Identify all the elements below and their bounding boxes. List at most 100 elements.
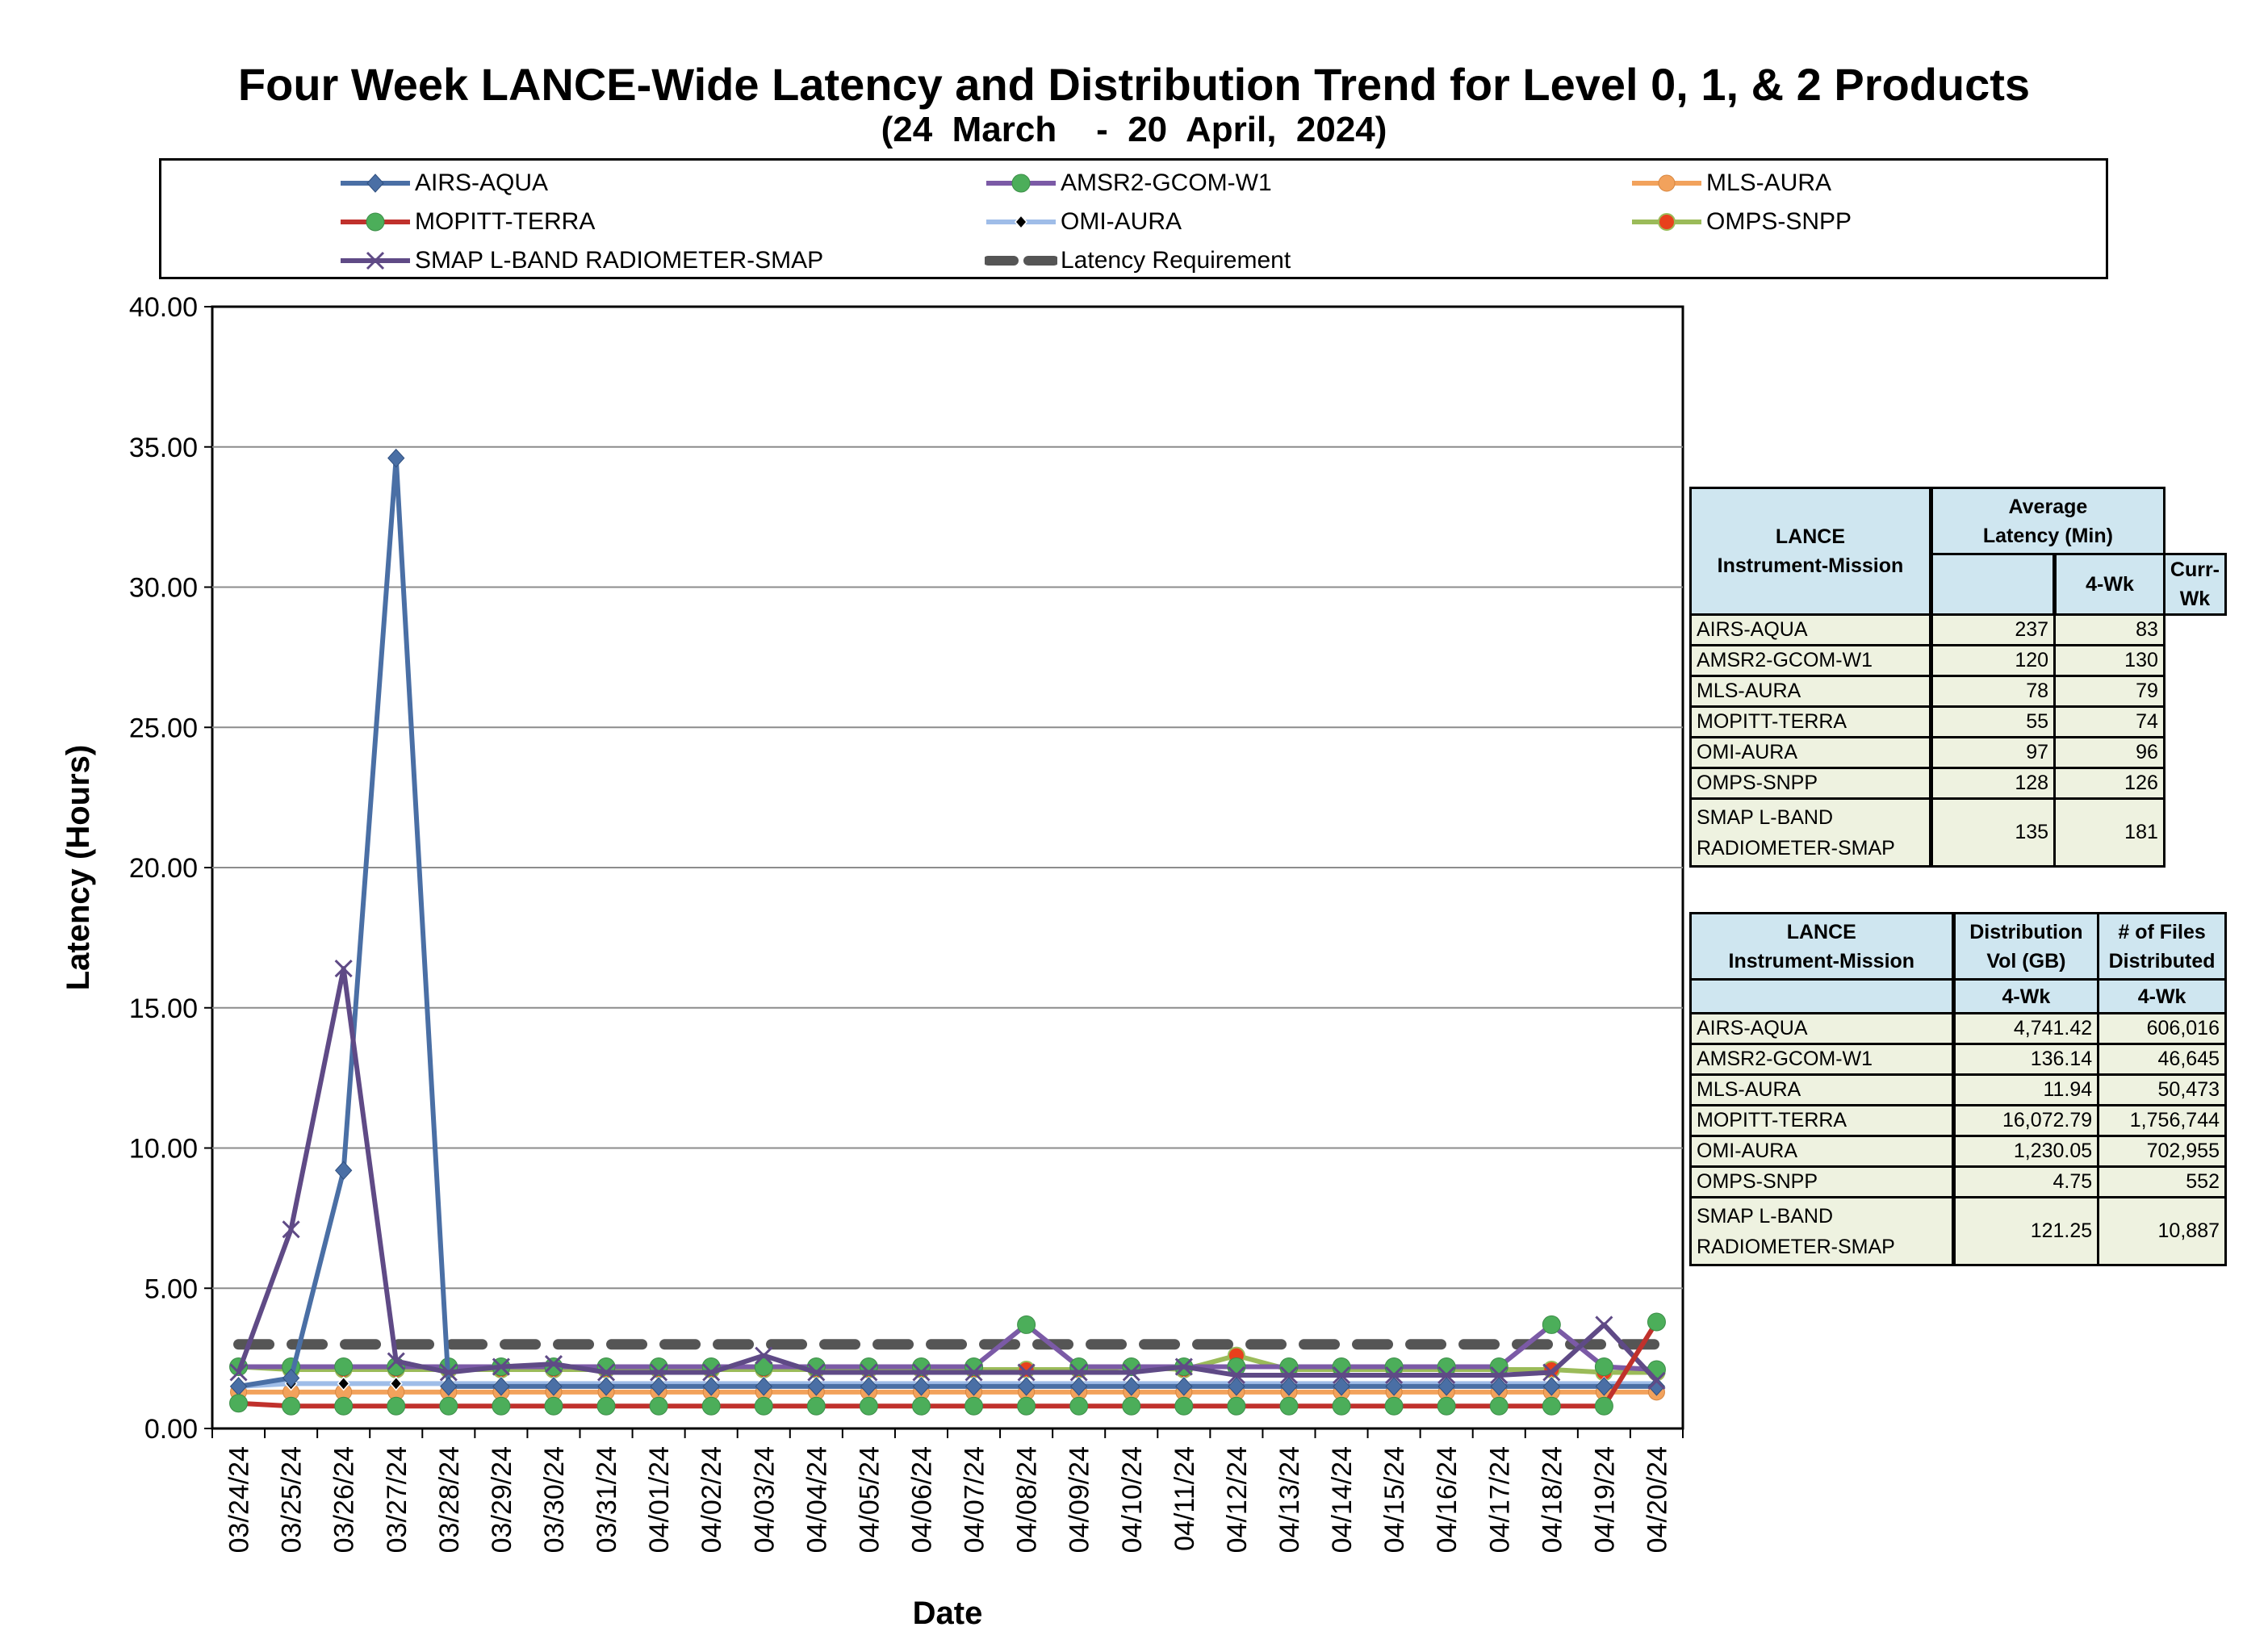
x-tick-label: 03/26/24 — [329, 1446, 360, 1553]
point-smap-l-band-radiometer-smap — [596, 1363, 616, 1382]
x-tick-label: 04/08/24 — [1012, 1446, 1043, 1553]
dist-row-files: 1,756,744 — [2097, 1104, 2227, 1137]
point-smap-l-band-radiometer-smap — [1385, 1366, 1404, 1385]
y-tick-label: 35.00 — [129, 433, 198, 463]
legend-marker-smap-l-band-radiometer-smap — [366, 251, 385, 270]
x-tick-label: 04/07/24 — [960, 1446, 990, 1553]
lat-row-name: MLS-AURA — [1689, 675, 1933, 708]
legend-swatch-omps-snpp — [1632, 213, 1701, 231]
point-airs-aqua — [1595, 1377, 1613, 1396]
table-row: MLS-AURA 11.94 50,473 — [1689, 1073, 2227, 1106]
point-mopitt-terra — [1017, 1396, 1036, 1416]
lat-row-4wk: 55 — [1929, 705, 2057, 738]
table-row: AIRS-AQUA 4,741.42 606,016 — [1689, 1012, 2227, 1045]
point-airs-aqua — [1123, 1377, 1140, 1396]
y-tick-label: 30.00 — [129, 573, 198, 604]
point-smap-l-band-radiometer-smap — [1017, 1363, 1036, 1382]
point-mopitt-terra — [1594, 1396, 1613, 1416]
x-tick-label: 04/04/24 — [801, 1446, 832, 1553]
latency-table: LANCE Instrument-Mission Average Latency… — [1689, 487, 2228, 868]
legend-label-airs-aqua: AIRS-AQUA — [415, 169, 549, 196]
legend-item-omi-aura: OMI-AURA — [985, 206, 1182, 238]
point-smap-l-band-radiometer-smap — [334, 960, 353, 978]
lat-header-currwk: Curr-Wk — [2162, 553, 2228, 616]
dist-row-name: OMPS-SNPP — [1689, 1165, 1956, 1198]
point-mopitt-terra — [596, 1396, 616, 1416]
legend-label-mls-aura: MLS-AURA — [1706, 169, 1832, 196]
point-airs-aqua — [1647, 1377, 1666, 1396]
point-airs-aqua — [1070, 1377, 1088, 1396]
point-amsr2-gcom-w1 — [1594, 1357, 1613, 1377]
point-mopitt-terra — [911, 1396, 931, 1416]
legend-marker-mls-aura — [1658, 174, 1676, 192]
point-airs-aqua — [1017, 1377, 1036, 1396]
point-omps-snpp — [1017, 1361, 1036, 1379]
latency-chart: 0.00 5.00 10.00 15.00 20.00 25.00 30.00 35.00 40… — [61, 292, 1684, 1631]
point-smap-l-band-radiometer-smap — [755, 1346, 773, 1365]
point-airs-aqua — [1333, 1377, 1350, 1396]
point-smap-l-band-radiometer-smap — [492, 1357, 510, 1376]
legend-item-mopitt-terra: MOPITT-TERRA — [339, 206, 595, 238]
dist-row-files: 606,016 — [2097, 1012, 2227, 1045]
point-smap-l-band-radiometer-smap — [439, 1363, 458, 1382]
chart-subtitle: (24 March - 20 April, 2024) — [881, 110, 1387, 149]
x-tick-label: 04/03/24 — [749, 1446, 780, 1553]
y-tick-label: 20.00 — [129, 853, 198, 884]
legend-marker-airs-aqua — [366, 174, 384, 193]
point-airs-aqua — [1175, 1377, 1193, 1396]
table-row: MOPITT-TERRA 55 74 — [1689, 705, 2226, 738]
point-airs-aqua — [702, 1377, 720, 1396]
lat-row-currwk: 130 — [2053, 644, 2165, 677]
table-row: OMI-AURA 97 96 — [1689, 736, 2226, 769]
y-tick-label: 5.00 — [144, 1274, 198, 1304]
dist-row-volume: 136.14 — [1952, 1043, 2100, 1076]
legend-item-smap-l-band-radiometer-smap: SMAP L-BAND RADIOMETER-SMAP — [339, 245, 823, 277]
point-smap-l-band-radiometer-smap — [387, 1352, 405, 1370]
legend-item-amsr2-gcom-w1: AMSR2-GCOM-W1 — [985, 167, 1272, 199]
lat-header-4wk: 4-Wk — [2053, 553, 2165, 616]
point-mopitt-terra — [754, 1396, 773, 1416]
lat-row-currwk: 126 — [2053, 767, 2165, 800]
x-tick-label: 04/16/24 — [1432, 1446, 1462, 1553]
point-mopitt-terra — [334, 1396, 354, 1416]
distribution-table: LANCE Instrument-Mission Distribution Vo… — [1689, 912, 2227, 1266]
series-line-omi-aura — [238, 1381, 1657, 1389]
point-mopitt-terra — [1174, 1396, 1194, 1416]
point-mopitt-terra — [1332, 1396, 1351, 1416]
point-amsr2-gcom-w1 — [334, 1357, 354, 1377]
y-tick-label: 0.00 — [144, 1414, 198, 1445]
point-smap-l-band-radiometer-smap — [912, 1363, 931, 1382]
point-airs-aqua — [1228, 1377, 1245, 1396]
x-tick-label: 03/31/24 — [592, 1446, 622, 1553]
legend-swatch-omi-aura — [986, 214, 1056, 230]
point-mopitt-terra — [1069, 1396, 1089, 1416]
dist-header-files: # of Files Distributed — [2097, 912, 2227, 981]
series-line-amsr2-gcom-w1 — [238, 1322, 1657, 1373]
point-smap-l-band-radiometer-smap — [1647, 1371, 1666, 1390]
x-tick-label: 03/29/24 — [487, 1446, 517, 1553]
legend-swatch-mopitt-terra — [341, 212, 410, 232]
legend-label-latency-requirement: Latency Requirement — [1061, 247, 1291, 274]
point-smap-l-band-radiometer-smap — [1069, 1363, 1088, 1382]
lat-row-currwk: 96 — [2053, 736, 2165, 769]
dist-header-4wk-files: 4-Wk — [2097, 978, 2227, 1014]
point-omi-aura — [389, 1376, 403, 1391]
legend-swatch-amsr2-gcom-w1 — [986, 174, 1056, 193]
point-smap-l-band-radiometer-smap — [229, 1363, 248, 1382]
legend-swatch-latency-requirement — [985, 256, 1057, 266]
point-amsr2-gcom-w1 — [1017, 1315, 1036, 1334]
dist-row-files: 10,887 — [2097, 1196, 2227, 1266]
x-tick-label: 03/28/24 — [434, 1446, 465, 1553]
point-mopitt-terra — [859, 1396, 878, 1416]
point-mopitt-terra — [1489, 1396, 1509, 1416]
lat-row-4wk: 128 — [1929, 767, 2057, 800]
table-row: AMSR2-GCOM-W1 136.14 46,645 — [1689, 1043, 2227, 1076]
point-airs-aqua — [807, 1377, 825, 1396]
dist-row-files: 50,473 — [2097, 1073, 2227, 1106]
point-airs-aqua — [755, 1377, 772, 1396]
lat-row-4wk: 135 — [1929, 797, 2057, 868]
x-tick-label: 04/13/24 — [1274, 1446, 1305, 1553]
dist-row-name: MOPITT-TERRA — [1689, 1104, 1956, 1137]
legend-label-omi-aura: OMI-AURA — [1061, 208, 1182, 235]
dist-row-files: 552 — [2097, 1165, 2227, 1198]
